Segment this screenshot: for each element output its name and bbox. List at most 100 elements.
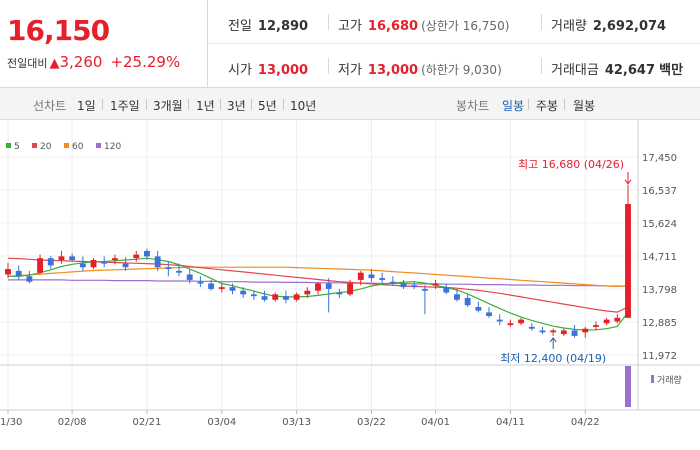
stat-row-2: 시가 13,000 저가 13,000 (하한가 9,030) 거래대금 42,647 … [208,44,700,88]
candle-body [539,330,546,333]
candle-body [111,258,118,261]
candle-body [218,287,225,289]
price-chart[interactable]: 5 20 60 120 17,45016,53715,62414,71113,7981… [0,120,700,450]
divider [541,14,542,30]
candle-body [454,294,460,300]
x-tick-label: 02/08 [58,417,87,428]
x-tick-label: 04/11 [496,417,525,428]
divider [328,58,329,74]
legend-swatch [32,143,37,148]
price-box: 16,150 전일대비 ▲3,260 +25.29% [0,0,208,88]
candle-body [592,325,599,327]
low-label: 저가 [338,63,362,78]
x-tick-label: 03/13 [282,417,311,428]
ma60-line [7,266,629,288]
candle-body [528,326,535,329]
candle-body [250,294,257,297]
candle-body [325,283,332,289]
candle-body [347,283,354,295]
candle-body [357,272,364,280]
candle-body [90,260,97,268]
divider [251,99,252,110]
candle-body [197,281,204,284]
y-tick-label: 16,537 [642,186,677,197]
divider [146,99,147,110]
volume-bar [625,366,631,407]
period-1y-button[interactable]: 1년 [196,99,215,113]
y-tick-label: 11,972 [642,351,677,362]
open-label: 시가 [228,63,252,78]
high-arrow-icon [624,179,632,185]
amount-value: 42,647 [604,63,656,78]
high-label: 고가 [338,19,362,34]
high-annotation: 최고 16,680 (04/26) [518,158,624,171]
candle-body [432,283,439,286]
period-10y-button[interactable]: 10년 [290,99,317,113]
candle-body [582,328,589,333]
candle-body [486,312,492,317]
change-row: 전일대비 ▲3,260 +25.29% [7,52,180,71]
period-1w-button[interactable]: 1주일 [110,99,140,113]
candle-body [443,287,450,293]
legend-swatch [6,143,11,148]
prev-close-label: 전일 [228,19,252,34]
candle-body [15,270,22,277]
legend-label: 60 [72,142,84,152]
period-5y-button[interactable]: 5년 [258,99,277,113]
candle-body [336,292,343,295]
x-tick-label: 04/22 [571,417,600,428]
period-3m-button[interactable]: 3개월 [153,99,183,113]
candle-body [47,258,54,266]
period-3y-button[interactable]: 3년 [227,99,246,113]
candle-body [379,278,386,280]
candle-chart-label: 봉차트 [456,99,490,113]
candle-body [176,270,182,273]
change-label: 전일대비 [7,57,48,70]
y-tick-label: 13,798 [642,285,677,296]
x-tick-label: 03/04 [207,417,236,428]
y-tick-label: 17,450 [642,153,677,164]
ma20-line [7,257,629,313]
candle-monthly-button[interactable]: 월봉 [573,99,596,113]
divider [564,99,565,110]
high-stat: 고가 16,680 (상한가 16,750) [338,15,509,34]
divider [188,99,189,110]
candle-body [144,250,150,257]
candle-weekly-button[interactable]: 주봉 [536,99,559,113]
y-tick-label: 15,624 [642,219,677,230]
low-stat: 저가 13,000 (하한가 9,030) [338,59,502,78]
candle-body [229,287,236,291]
candle-body [400,283,407,288]
prev-close-stat: 전일 12,890 [228,15,308,34]
candle-body [79,263,86,268]
candle-body [560,330,567,335]
volume-value: 2,692,074 [592,19,667,34]
candlesticks [5,184,631,338]
legend-swatch [64,143,69,148]
period-1d-button[interactable]: 1일 [77,99,96,113]
candle-body [240,290,247,295]
legend-label: 5 [14,142,20,152]
candle-body [26,276,33,282]
divider [102,99,103,110]
volume-panel: 거래량 [625,366,682,407]
divider [328,14,329,30]
candle-body [154,256,161,268]
candle-body [550,330,557,333]
y-tick-label: 14,711 [642,252,677,263]
candle-body [464,297,471,306]
candle-body [518,319,525,324]
change-rate: +25.29% [110,53,181,71]
change-amount: 3,260 [59,53,103,71]
candle-body [37,258,44,273]
legend-label: 120 [104,142,121,152]
high-value: 16,680 [367,19,419,34]
candle-body [614,317,621,322]
candle-body [304,290,311,295]
volume-label: 거래량 [657,374,682,386]
quote-panel: 16,150 전일대비 ▲3,260 +25.29% 전일 12,890 고가 16,6… [0,0,700,88]
x-tick-label: 04/01 [421,417,450,428]
candle-daily-button[interactable]: 일봉 [502,99,525,113]
divider [220,99,221,110]
candle-body [389,281,396,284]
